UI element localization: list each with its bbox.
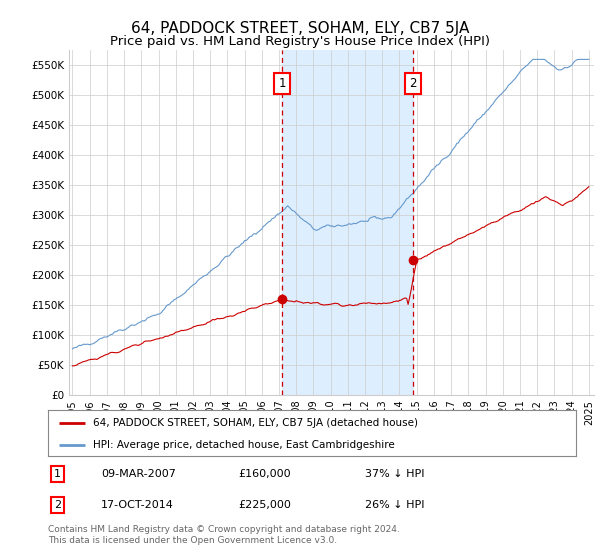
- Text: 1: 1: [278, 77, 286, 90]
- Text: Price paid vs. HM Land Registry's House Price Index (HPI): Price paid vs. HM Land Registry's House …: [110, 35, 490, 48]
- Text: 09-MAR-2007: 09-MAR-2007: [101, 469, 176, 479]
- Text: 64, PADDOCK STREET, SOHAM, ELY, CB7 5JA (detached house): 64, PADDOCK STREET, SOHAM, ELY, CB7 5JA …: [93, 418, 418, 428]
- Text: Contains HM Land Registry data © Crown copyright and database right 2024.
This d: Contains HM Land Registry data © Crown c…: [48, 525, 400, 545]
- Text: 37% ↓ HPI: 37% ↓ HPI: [365, 469, 424, 479]
- Text: 17-OCT-2014: 17-OCT-2014: [101, 500, 173, 510]
- Text: £225,000: £225,000: [238, 500, 291, 510]
- Text: 2: 2: [409, 77, 417, 90]
- Text: 2: 2: [54, 500, 61, 510]
- Text: 26% ↓ HPI: 26% ↓ HPI: [365, 500, 424, 510]
- Text: HPI: Average price, detached house, East Cambridgeshire: HPI: Average price, detached house, East…: [93, 440, 395, 450]
- Text: 64, PADDOCK STREET, SOHAM, ELY, CB7 5JA: 64, PADDOCK STREET, SOHAM, ELY, CB7 5JA: [131, 21, 469, 36]
- Text: £160,000: £160,000: [238, 469, 291, 479]
- Text: 1: 1: [54, 469, 61, 479]
- Bar: [282, 50, 413, 395]
